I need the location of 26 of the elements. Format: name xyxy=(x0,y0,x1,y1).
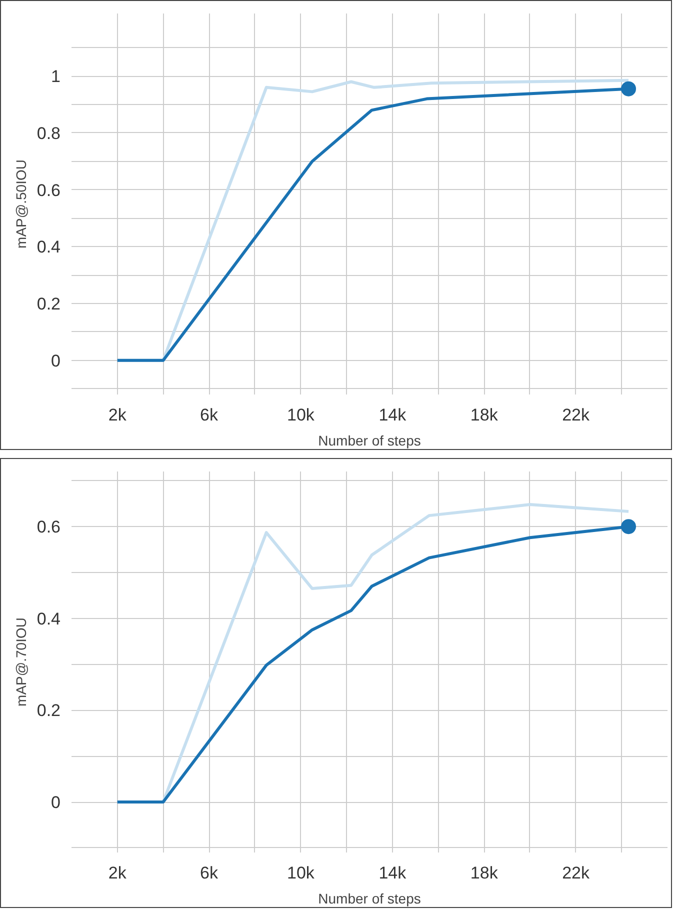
x-tick-label: 14k xyxy=(378,406,407,424)
x-tick-label: 22k xyxy=(562,864,590,882)
x-tick-label: 2k xyxy=(108,406,127,424)
x-tick-label: 10k xyxy=(287,864,315,882)
y-tick-label: 0 xyxy=(51,793,61,812)
x-tick-label: 22k xyxy=(562,406,590,424)
x-tick-label: 6k xyxy=(200,864,219,882)
y-tick-label: 0.4 xyxy=(36,609,61,628)
x-tick-label: 6k xyxy=(200,406,219,424)
x-tick-label: 14k xyxy=(378,864,407,882)
x-tick-label: 10k xyxy=(287,406,315,424)
y-tick-label: 0.2 xyxy=(36,294,61,314)
x-axis-title: Number of steps xyxy=(318,432,421,448)
x-tick-label: 18k xyxy=(470,406,498,424)
x-tick-label: 18k xyxy=(470,864,498,882)
y-tick-label: 0.8 xyxy=(36,124,61,143)
x-tick-label: 2k xyxy=(108,864,127,882)
y-tick-label: 0.4 xyxy=(36,238,61,257)
y-tick-label: 0.6 xyxy=(36,180,61,200)
y-tick-label: 0.6 xyxy=(36,518,61,537)
x-axis-title: Number of steps xyxy=(318,890,421,906)
y-tick-label: 1 xyxy=(51,67,61,86)
y-tick-label: 0.2 xyxy=(36,701,61,720)
y-axis-title: mAP@.50IOU xyxy=(12,160,29,248)
y-tick-label: 0 xyxy=(51,351,61,370)
y-axis-title: mAP@.70IOU xyxy=(12,618,29,706)
